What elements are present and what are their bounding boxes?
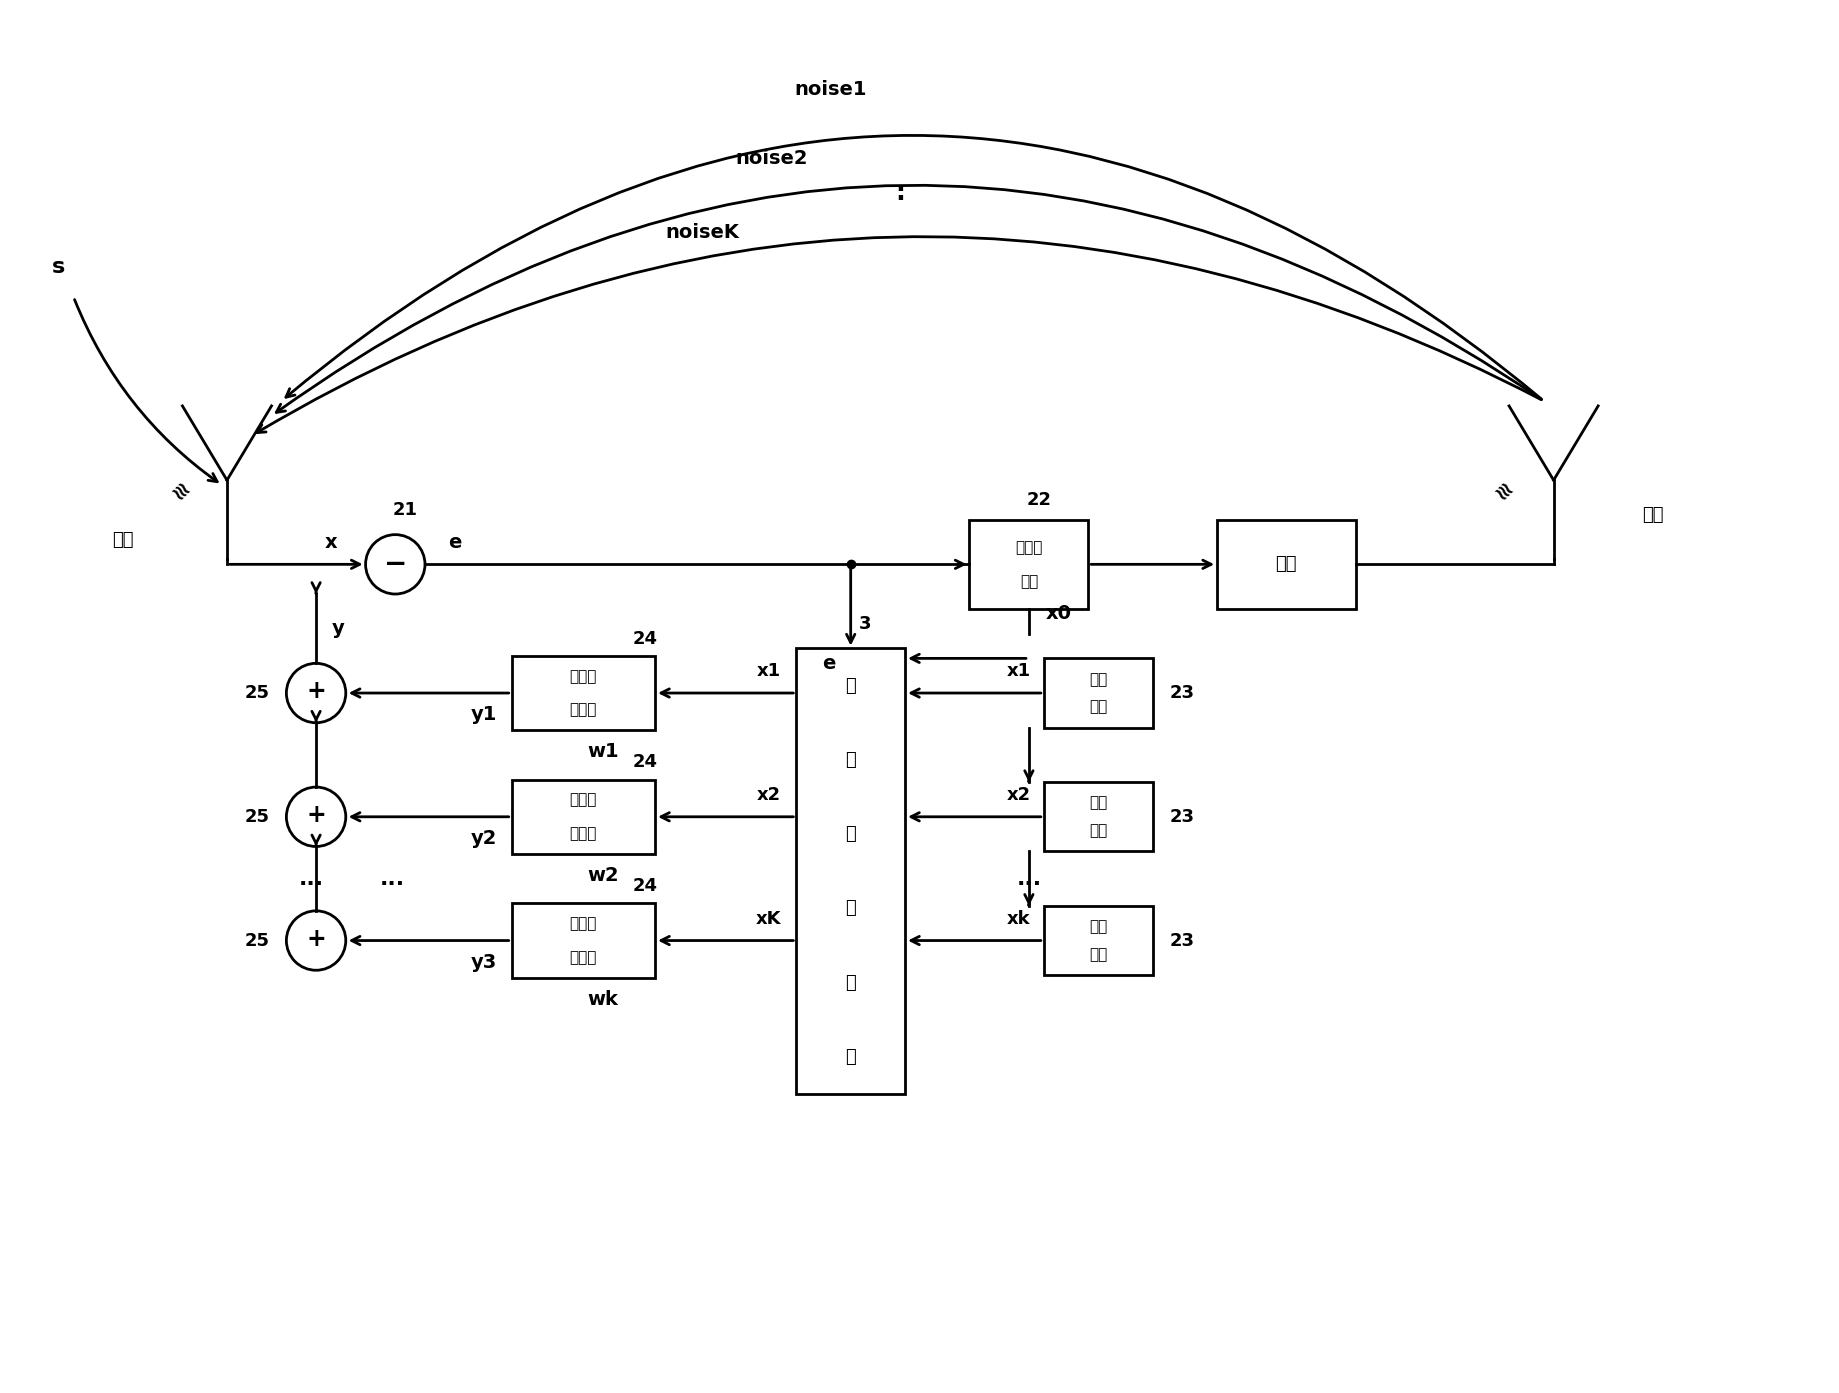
Text: 增益估: 增益估 [570,793,598,808]
Text: +: + [307,802,326,827]
Text: x1: x1 [1008,662,1032,680]
Text: 延时: 延时 [1021,574,1037,589]
Bar [1217,520,1355,609]
Bar [969,520,1089,609]
Text: 24: 24 [633,630,658,648]
Text: 天线: 天线 [112,531,134,549]
Bar [511,904,655,978]
Text: 计模块: 计模块 [570,950,598,965]
Text: 计: 计 [846,900,857,918]
Text: xK: xK [756,910,782,928]
Text: 21: 21 [394,501,417,518]
Circle shape [366,535,425,593]
Text: 增益估: 增益估 [570,917,598,931]
Text: 计模块: 计模块 [570,826,598,841]
Text: 单元: 单元 [1089,699,1107,715]
Text: y1: y1 [471,705,497,724]
Text: 延迟: 延迟 [1089,919,1107,935]
Text: noise1: noise1 [794,79,868,99]
Text: x1: x1 [756,662,780,680]
Text: 块: 块 [846,1048,857,1066]
Text: 延: 延 [846,751,857,769]
Text: ...: ... [381,869,405,889]
Text: 23: 23 [1170,684,1195,702]
Circle shape [287,663,346,723]
Text: x2: x2 [1008,786,1032,804]
Text: s: s [51,258,66,277]
Text: 时: 时 [846,677,857,695]
Bar [1045,905,1153,975]
Text: wk: wk [588,990,618,1009]
Text: 功放: 功放 [1276,556,1296,574]
Text: 单元: 单元 [1089,823,1107,839]
Text: −: − [384,550,406,578]
Text: +: + [307,678,326,703]
Bar [511,780,655,854]
Text: x: x [326,534,337,552]
Text: 23: 23 [1170,932,1195,950]
Text: +: + [307,926,326,950]
Text: 22: 22 [1026,490,1052,508]
Text: 延迟: 延迟 [1089,671,1107,687]
Text: 增益估: 增益估 [570,669,598,684]
Text: 模: 模 [846,974,857,992]
Text: :: : [896,181,905,205]
Text: ≋: ≋ [1490,479,1515,506]
Text: 24: 24 [633,878,658,896]
Bar [1045,781,1153,851]
Text: x2: x2 [756,786,780,804]
Text: 单元: 单元 [1089,947,1107,963]
Bar [511,656,655,730]
Text: 25: 25 [245,932,268,950]
Text: x0: x0 [1046,605,1072,623]
Circle shape [287,911,346,971]
Text: 天线: 天线 [1642,506,1662,524]
Text: 解相关: 解相关 [1015,540,1043,554]
Text: 24: 24 [633,754,658,772]
Text: ...: ... [298,869,324,889]
Text: 延迟: 延迟 [1089,795,1107,811]
Text: xk: xk [1008,910,1032,928]
Bar [796,649,905,1094]
Text: e: e [449,534,462,552]
Bar [1045,659,1153,727]
Text: w1: w1 [587,742,620,762]
Text: ...: ... [1017,869,1041,889]
Text: 计模块: 计模块 [570,702,598,717]
Text: y: y [331,618,344,638]
Text: 23: 23 [1170,808,1195,826]
Text: w2: w2 [587,866,620,885]
Text: noiseK: noiseK [666,223,739,242]
Text: 25: 25 [245,808,268,826]
Text: y2: y2 [471,829,497,848]
Text: 估: 估 [846,825,857,843]
Text: 3: 3 [859,614,872,632]
Text: y3: y3 [471,953,497,972]
Text: 25: 25 [245,684,268,702]
Text: e: e [822,653,835,673]
Text: noise2: noise2 [736,149,807,169]
Text: ≋: ≋ [166,479,193,506]
Circle shape [287,787,346,847]
